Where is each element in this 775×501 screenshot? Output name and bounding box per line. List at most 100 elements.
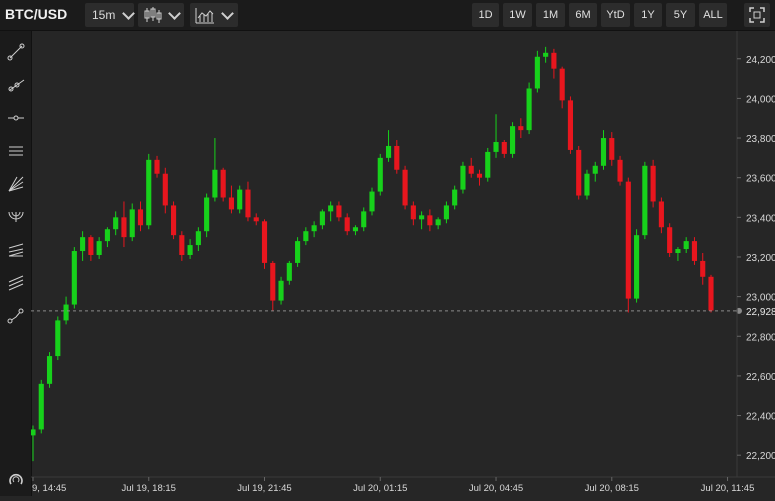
candle	[55, 316, 61, 361]
candle	[534, 50, 540, 93]
candle-body	[204, 197, 210, 232]
candle	[385, 130, 392, 162]
range-6m-button[interactable]: 6M	[569, 3, 597, 27]
fullscreen-button[interactable]	[744, 3, 770, 27]
fib-fan-tool[interactable]	[4, 172, 27, 195]
candle	[377, 153, 383, 196]
x-tick-label: Jul 19, 18:15	[122, 483, 176, 494]
x-tick-label: 9, 14:45	[32, 483, 66, 494]
chart-type-dropdown[interactable]	[138, 3, 184, 27]
chart-area[interactable]: 22,928 22,200 22,400 22,600 22,800 23,000 23,…	[30, 31, 775, 496]
candle-body	[71, 251, 77, 305]
y-tick-label: 22,400	[746, 412, 775, 423]
candle-body	[691, 241, 698, 261]
candle	[80, 231, 86, 261]
trend-line-tool[interactable]	[4, 40, 27, 63]
candle-body	[700, 260, 706, 277]
range-1y-button[interactable]: 1Y	[634, 3, 662, 27]
candle	[435, 217, 441, 230]
candle-body	[187, 245, 193, 255]
price-chart[interactable]: 22,928 22,200 22,400 22,600 22,800 23,000 23,…	[30, 31, 775, 496]
candle	[634, 229, 640, 303]
y-tick-label: 23,000	[746, 293, 775, 304]
y-tick-label: 24,000	[746, 94, 775, 105]
candle-body	[88, 237, 94, 255]
magnet-tool[interactable]	[4, 467, 27, 490]
candle-body	[584, 173, 590, 196]
candle	[220, 167, 226, 202]
candle	[245, 181, 251, 222]
ray-icon	[8, 79, 24, 91]
candle-body	[592, 165, 598, 174]
candle	[468, 157, 474, 178]
horizontal-line-tool[interactable]	[4, 106, 27, 129]
magnet-icon	[8, 473, 23, 484]
candle	[344, 213, 350, 236]
candle	[237, 185, 243, 214]
interval-dropdown[interactable]: 15m	[85, 3, 136, 27]
candle-body	[419, 215, 425, 220]
range-1w-button[interactable]: 1W	[503, 3, 532, 27]
candle-body	[658, 201, 664, 228]
candle	[154, 155, 160, 178]
candle	[576, 145, 582, 200]
candle-body	[336, 205, 342, 218]
candle-body	[683, 241, 689, 250]
candle-body	[352, 227, 359, 232]
candle-body	[443, 205, 449, 220]
candle	[170, 201, 177, 240]
candle	[336, 201, 342, 222]
candle-body	[667, 227, 673, 254]
candle-body	[543, 52, 549, 57]
candle-body	[121, 217, 127, 238]
fib-arc-tool[interactable]	[4, 205, 27, 228]
range-5y-button[interactable]: 5Y	[666, 3, 695, 27]
candle	[675, 247, 681, 261]
fib-extension-tool[interactable]	[4, 271, 27, 294]
candle	[485, 147, 491, 182]
candle-body	[270, 262, 276, 301]
candle	[609, 132, 615, 166]
candle-body	[113, 217, 119, 230]
path-tool[interactable]	[4, 304, 27, 327]
candle-body	[137, 209, 144, 226]
candle	[63, 296, 69, 325]
candle-body	[369, 191, 375, 212]
candle-body	[427, 215, 433, 226]
drawing-tools-sidebar	[0, 31, 32, 496]
candle	[691, 237, 698, 265]
range-1d-button[interactable]: 1D	[472, 3, 499, 27]
candle	[642, 161, 648, 240]
range-1m-button[interactable]: 1M	[536, 3, 565, 27]
candle	[600, 130, 607, 170]
fib-retracement-tool[interactable]	[4, 238, 27, 261]
ray-tool[interactable]	[4, 73, 27, 96]
parallel-channel-tool[interactable]	[4, 139, 27, 162]
candle-body	[328, 205, 334, 212]
fib-extension-icon	[8, 275, 23, 290]
candle	[559, 66, 565, 109]
candle	[319, 209, 325, 230]
candle-body	[253, 217, 259, 222]
candle-body	[319, 211, 325, 226]
symbol-label[interactable]: BTC/USD	[5, 6, 68, 22]
candle-body	[162, 173, 168, 206]
candle	[708, 274, 714, 313]
range-all-button[interactable]: ALL	[699, 3, 727, 27]
indicators-dropdown[interactable]	[190, 3, 238, 27]
candle	[253, 213, 259, 226]
candle	[509, 122, 516, 158]
x-tick-label: Jul 20, 11:45	[701, 483, 755, 494]
candle	[328, 201, 334, 222]
candles	[30, 46, 714, 462]
x-tick-label: Jul 19, 21:45	[237, 483, 291, 494]
range-ytd-button[interactable]: YtD	[601, 3, 630, 27]
last-price-label: 22,928	[746, 307, 775, 318]
candle-body	[195, 231, 201, 246]
candle-body	[609, 138, 615, 160]
candle-body	[212, 169, 218, 198]
candle-body	[675, 249, 681, 254]
y-tick-label: 23,600	[746, 174, 775, 185]
candle-body	[55, 320, 61, 357]
candle	[137, 201, 144, 232]
